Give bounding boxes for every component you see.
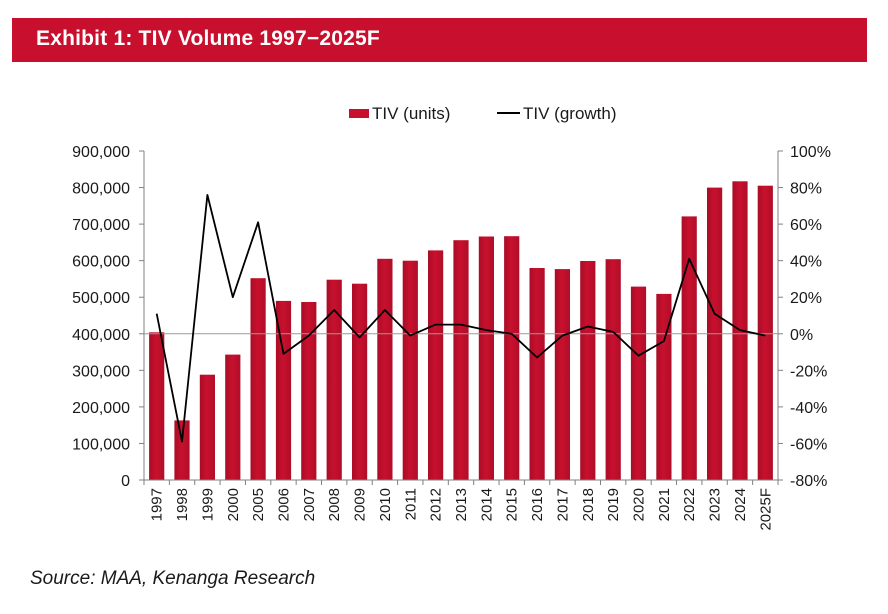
x-tick-label: 2008 <box>326 488 343 521</box>
x-tick-label: 2015 <box>504 488 521 521</box>
right-tick-label: 40% <box>790 254 822 271</box>
x-tick-label: 2013 <box>453 488 470 521</box>
bar-2022 <box>681 216 697 480</box>
x-tick-label: 2000 <box>225 488 242 521</box>
x-tick-label: 2021 <box>656 488 673 521</box>
x-tick-label: 2011 <box>402 488 419 520</box>
right-tick-label: -60% <box>790 436 827 453</box>
x-tick-label: 2025F <box>757 488 774 531</box>
legend-label-growth: TIV (growth) <box>523 104 617 123</box>
bar-2016 <box>529 268 545 480</box>
bar-2006 <box>275 300 292 480</box>
bar-1998 <box>174 420 190 480</box>
chart-legend: TIV (units) TIV (growth) <box>349 104 617 123</box>
x-tick-label: 2024 <box>732 488 749 521</box>
left-tick-label: 400,000 <box>72 327 130 344</box>
x-tick-label: 2016 <box>529 488 546 521</box>
right-tick-label: -40% <box>790 400 827 417</box>
bar-2013 <box>453 240 469 480</box>
bar-2010 <box>377 258 393 480</box>
right-axis-ticks: -80% -60% -40% -20% 0% 20% 40% 60% 80% 100% <box>778 144 831 490</box>
bar-2021 <box>656 293 672 480</box>
bar-2008 <box>326 279 342 480</box>
left-tick-label: 900,000 <box>72 144 130 161</box>
x-tick-label: 2012 <box>428 488 445 521</box>
left-tick-label: 300,000 <box>72 363 130 380</box>
left-tick-label: 500,000 <box>72 290 130 307</box>
line-series <box>155 193 766 443</box>
bar-2014 <box>478 236 494 480</box>
bar-2017 <box>554 269 570 480</box>
x-tick-label: 2010 <box>377 488 394 521</box>
x-tick-label: 2006 <box>275 488 292 521</box>
bar-2020 <box>630 286 647 480</box>
exhibit-title-bar: Exhibit 1: TIV Volume 1997−2025F <box>12 18 867 62</box>
left-tick-label: 100,000 <box>72 436 130 453</box>
bar-2005 <box>250 278 266 480</box>
left-tick-label: 600,000 <box>72 254 130 271</box>
right-tick-label: 80% <box>790 181 822 198</box>
right-tick-label: 20% <box>790 290 822 307</box>
bar-2025F <box>757 185 773 480</box>
bar-1997 <box>149 332 165 480</box>
left-tick-label: 0 <box>121 473 130 490</box>
bar-series <box>149 181 773 481</box>
exhibit-title: Exhibit 1: TIV Volume 1997−2025F <box>36 27 380 50</box>
bar-2009 <box>352 283 368 480</box>
x-tick-label: 2009 <box>352 488 369 521</box>
x-axis-ticks: 1997 1998 1999 2000 2005 2006 2007 2008 2009 2010… <box>149 488 775 531</box>
bar-2011 <box>402 260 418 480</box>
right-tick-label: -80% <box>790 473 827 490</box>
bar-2000 <box>225 354 241 480</box>
x-tick-label: 1997 <box>149 488 166 521</box>
legend-label-units: TIV (units) <box>372 104 450 123</box>
x-tick-label: 2017 <box>554 488 571 521</box>
x-tick-label: 2022 <box>681 488 698 521</box>
x-tick-label: 2018 <box>580 488 597 521</box>
bar-2015 <box>504 236 520 480</box>
right-tick-label: 100% <box>790 144 831 161</box>
left-tick-label: 700,000 <box>72 217 130 234</box>
bar-2019 <box>605 259 621 480</box>
left-axis-ticks: 0 100,000 200,000 300,000 400,000 500,000 600,… <box>72 144 144 490</box>
chart-axes <box>143 151 779 485</box>
source-note: Source: MAA, Kenanga Research <box>30 568 316 589</box>
x-tick-label: 2023 <box>707 488 724 521</box>
x-tick-label: 2020 <box>631 488 648 521</box>
x-tick-label: 2005 <box>250 488 267 521</box>
bar-1999 <box>199 374 215 480</box>
x-tick-label: 2014 <box>478 488 495 521</box>
x-tick-label: 1999 <box>199 488 216 521</box>
bar-2018 <box>580 261 596 480</box>
x-tick-label: 2019 <box>605 488 622 521</box>
right-tick-label: -20% <box>790 363 827 380</box>
x-tick-label: 1998 <box>174 488 191 521</box>
x-tick-label: 2007 <box>301 488 318 521</box>
legend-bar-swatch <box>349 109 369 118</box>
right-tick-label: 60% <box>790 217 822 234</box>
bar-2007 <box>301 302 317 480</box>
left-tick-label: 800,000 <box>72 181 130 198</box>
right-tick-label: 0% <box>790 327 813 344</box>
bar-2012 <box>428 250 444 480</box>
left-tick-label: 200,000 <box>72 400 130 417</box>
